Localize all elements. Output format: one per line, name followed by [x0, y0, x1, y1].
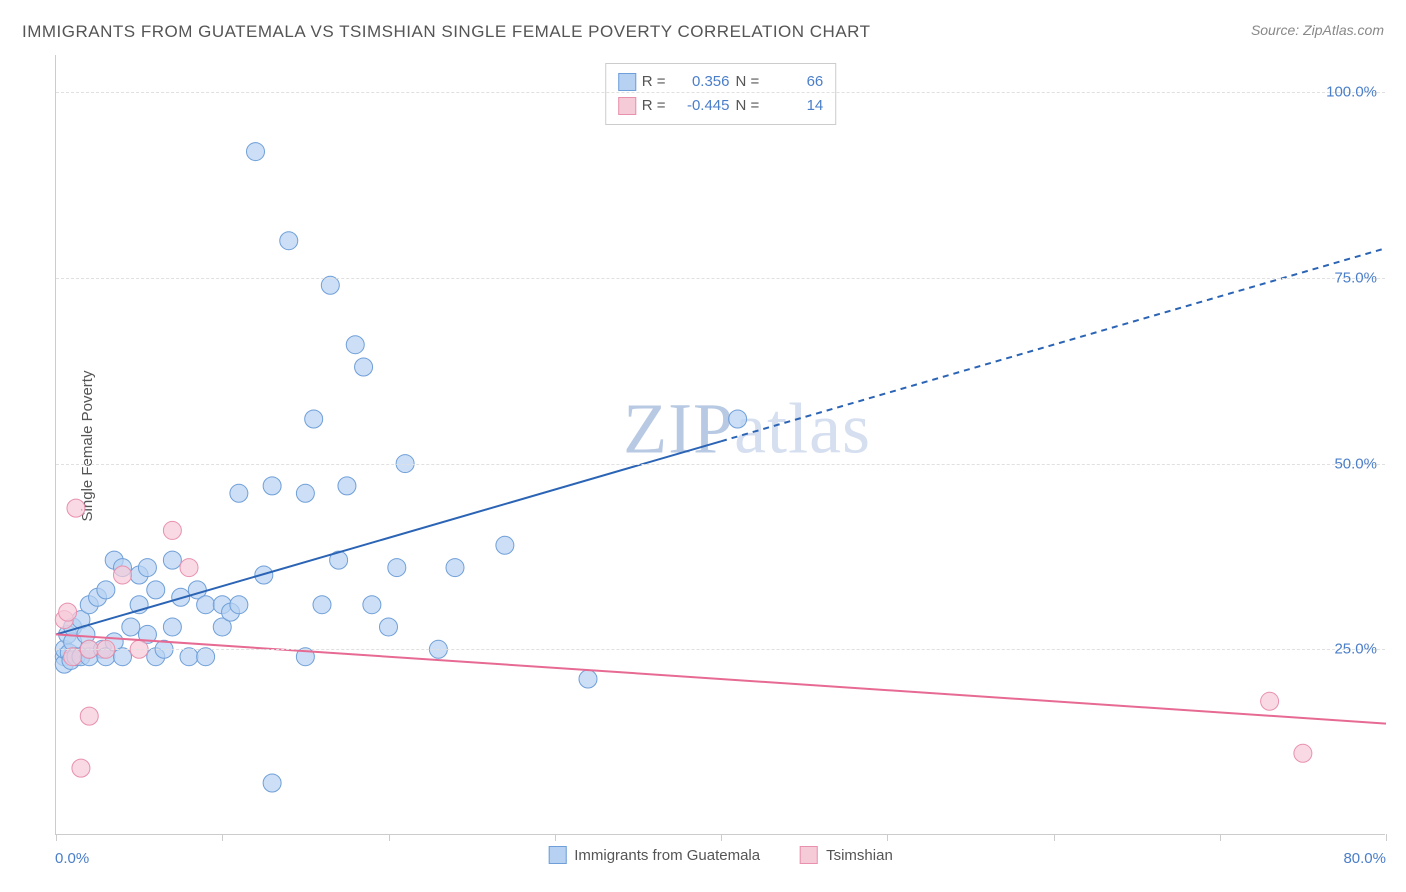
legend-n-label-2: N = [736, 94, 760, 118]
data-point [72, 759, 90, 777]
legend-row-series1: R = 0.356 N = 66 [618, 70, 824, 94]
gridline [56, 464, 1385, 465]
data-point [147, 581, 165, 599]
legend-r-label-2: R = [642, 94, 666, 118]
legend-name-1: Immigrants from Guatemala [574, 847, 760, 864]
data-point [346, 336, 364, 354]
legend-row-series2: R = -0.445 N = 14 [618, 94, 824, 118]
x-tick [56, 834, 57, 841]
data-point [388, 559, 406, 577]
data-point [67, 499, 85, 517]
legend-swatch-b2 [800, 846, 818, 864]
data-point [263, 774, 281, 792]
data-point [1261, 692, 1279, 710]
data-point [263, 477, 281, 495]
trend-line [56, 441, 721, 634]
source-label: Source: ZipAtlas.com [1251, 22, 1384, 38]
legend-swatch-2 [618, 97, 636, 115]
data-point [446, 559, 464, 577]
data-point [114, 566, 132, 584]
data-point [338, 477, 356, 495]
data-point [355, 358, 373, 376]
legend-n-value-1: 66 [765, 70, 823, 94]
legend-n-label-1: N = [736, 70, 760, 94]
data-point [496, 536, 514, 554]
data-point [180, 559, 198, 577]
y-tick-label: 50.0% [1334, 455, 1377, 472]
data-point [363, 596, 381, 614]
data-point [729, 410, 747, 428]
data-point [579, 670, 597, 688]
data-point [247, 143, 265, 161]
data-point [280, 232, 298, 250]
data-point [321, 276, 339, 294]
data-point [1294, 744, 1312, 762]
legend-series: Immigrants from Guatemala Tsimshian [548, 846, 893, 864]
trend-line [56, 634, 1386, 723]
data-point [114, 648, 132, 666]
x-tick-label-80: 80.0% [1343, 850, 1386, 867]
legend-item-2: Tsimshian [800, 846, 893, 864]
x-tick [887, 834, 888, 841]
legend-n-value-2: 14 [765, 94, 823, 118]
gridline [56, 278, 1385, 279]
x-tick [721, 834, 722, 841]
y-tick-label: 25.0% [1334, 641, 1377, 658]
gridline [56, 92, 1385, 93]
legend-swatch-b1 [548, 846, 566, 864]
data-point [163, 521, 181, 539]
legend-name-2: Tsimshian [826, 847, 893, 864]
data-point [296, 484, 314, 502]
data-point [163, 551, 181, 569]
data-point [197, 648, 215, 666]
legend-r-value-2: -0.445 [672, 94, 730, 118]
legend-item-1: Immigrants from Guatemala [548, 846, 760, 864]
data-point [80, 707, 98, 725]
data-point [230, 596, 248, 614]
gridline [56, 649, 1385, 650]
data-point [313, 596, 331, 614]
data-point [197, 596, 215, 614]
x-tick [1220, 834, 1221, 841]
x-tick [1054, 834, 1055, 841]
y-tick-label: 75.0% [1334, 269, 1377, 286]
x-tick-label-0: 0.0% [55, 850, 89, 867]
x-tick [555, 834, 556, 841]
data-point [163, 618, 181, 636]
data-point [138, 559, 156, 577]
x-tick [389, 834, 390, 841]
legend-correlation: R = 0.356 N = 66 R = -0.445 N = 14 [605, 63, 837, 125]
data-point [230, 484, 248, 502]
data-point [180, 648, 198, 666]
legend-r-label-1: R = [642, 70, 666, 94]
y-tick-label: 100.0% [1326, 84, 1377, 101]
data-point [122, 618, 140, 636]
chart-svg [56, 55, 1385, 834]
data-point [59, 603, 77, 621]
legend-r-value-1: 0.356 [672, 70, 730, 94]
data-point [97, 581, 115, 599]
legend-swatch-1 [618, 73, 636, 91]
x-tick [222, 834, 223, 841]
plot-area: ZIPatlas R = 0.356 N = 66 R = -0.445 N =… [55, 55, 1385, 835]
data-point [64, 648, 82, 666]
chart-title: IMMIGRANTS FROM GUATEMALA VS TSIMSHIAN S… [22, 22, 871, 42]
x-tick [1386, 834, 1387, 841]
data-point [380, 618, 398, 636]
data-point [305, 410, 323, 428]
